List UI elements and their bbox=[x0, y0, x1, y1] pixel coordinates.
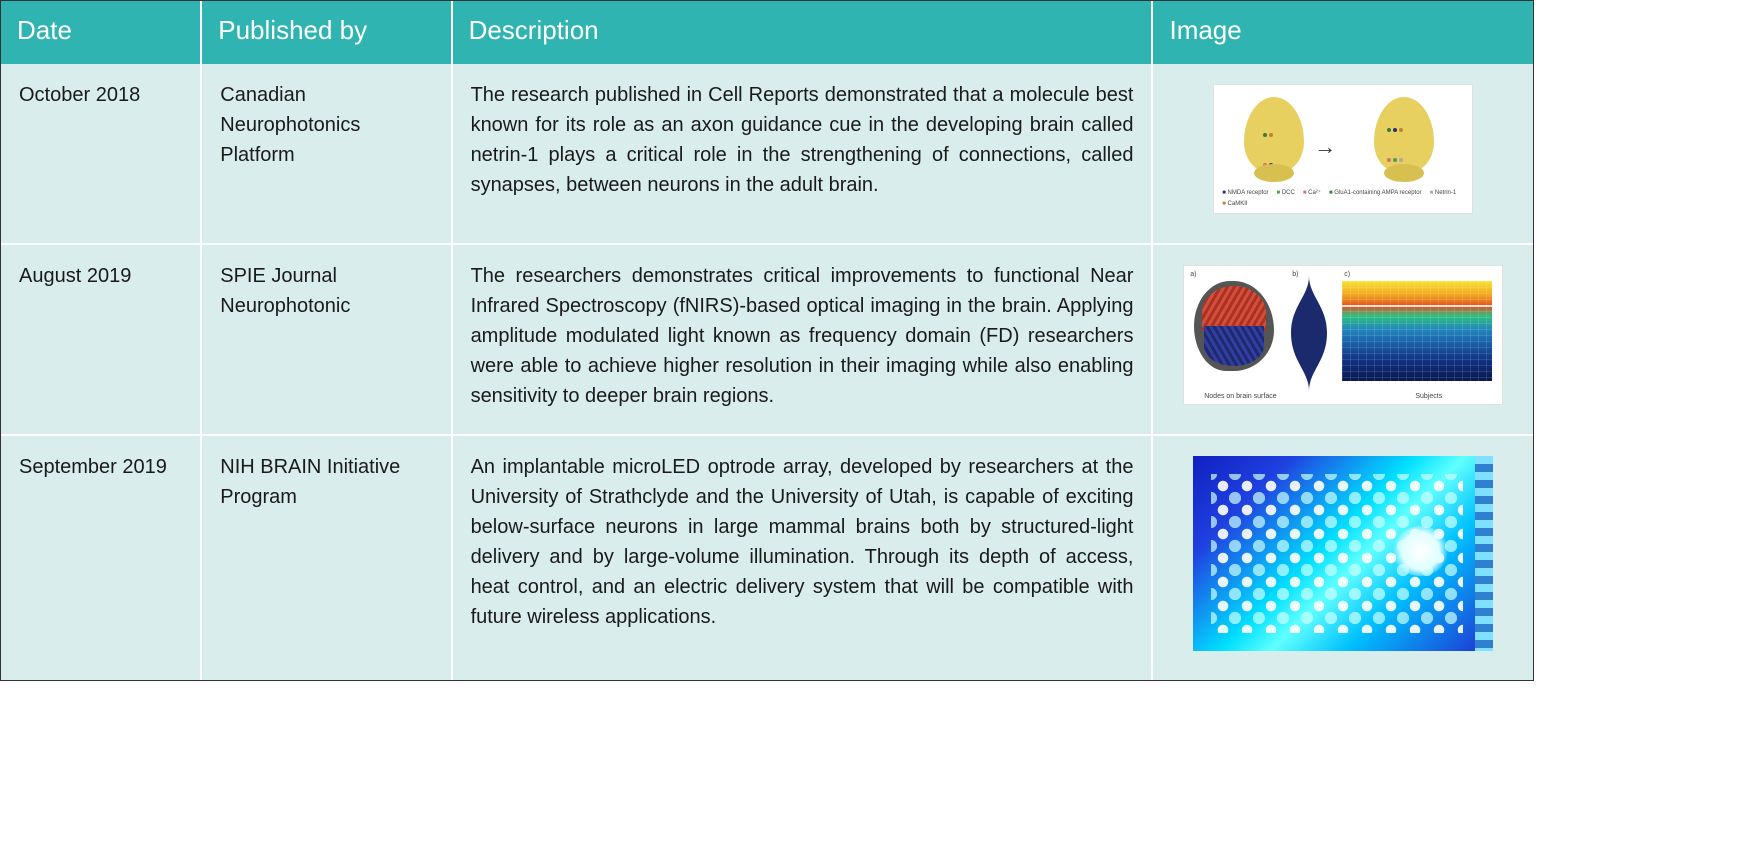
cell-date: October 2018 bbox=[1, 64, 201, 244]
table-row: September 2019 NIH BRAIN Initiative Prog… bbox=[1, 435, 1533, 680]
panel-label-a: a) bbox=[1190, 270, 1196, 281]
col-header-description: Description bbox=[452, 1, 1153, 64]
heatmap-icon bbox=[1342, 281, 1492, 381]
table-row: August 2019 SPIE Journal Neurophotonic T… bbox=[1, 244, 1533, 435]
research-table: Date Published by Description Image Octo… bbox=[0, 0, 1534, 681]
cell-description: The researchers demonstrates critical im… bbox=[452, 244, 1153, 435]
cell-image bbox=[1152, 435, 1533, 680]
cell-image: a) b) c) Nodes on brain surface Subjects bbox=[1152, 244, 1533, 435]
cell-published-by: SPIE Journal Neurophotonic bbox=[201, 244, 451, 435]
heatmap-xlabel: Subjects bbox=[1415, 392, 1442, 403]
brain-caption: Nodes on brain surface bbox=[1204, 392, 1276, 403]
panel-label-c: c) bbox=[1344, 270, 1350, 281]
cell-date: September 2019 bbox=[1, 435, 201, 680]
hotspot-icon bbox=[1393, 526, 1448, 576]
table-header-row: Date Published by Description Image bbox=[1, 1, 1533, 64]
synapse-legend: NMDA receptor DCC Ca²⁺ GluA1-containing … bbox=[1222, 189, 1464, 209]
arrow-icon: → bbox=[1314, 130, 1336, 163]
synapse-right-icon bbox=[1374, 97, 1434, 172]
cell-image: → NMDA receptor DCC Ca²⁺ GluA1-containin… bbox=[1152, 64, 1533, 244]
col-header-image: Image bbox=[1152, 1, 1533, 64]
cell-published-by: Canadian Neurophotonics Platform bbox=[201, 64, 451, 244]
table-row: October 2018 Canadian Neurophotonics Pla… bbox=[1, 64, 1533, 244]
cell-published-by: NIH BRAIN Initiative Program bbox=[201, 435, 451, 680]
cell-date: August 2019 bbox=[1, 244, 201, 435]
col-header-date: Date bbox=[1, 1, 201, 64]
synapse-diagram-image: → NMDA receptor DCC Ca²⁺ GluA1-containin… bbox=[1213, 84, 1473, 214]
brain-render-icon bbox=[1194, 281, 1284, 381]
microled-array-image bbox=[1193, 456, 1493, 651]
col-header-published-by: Published by bbox=[201, 1, 451, 64]
fnirs-brain-image: a) b) c) Nodes on brain surface Subjects bbox=[1183, 265, 1503, 405]
distribution-curve-icon bbox=[1289, 276, 1329, 391]
cell-description: The research published in Cell Reports d… bbox=[452, 64, 1153, 244]
synapse-left-icon bbox=[1244, 97, 1304, 172]
cell-description: An implantable microLED optrode array, d… bbox=[452, 435, 1153, 680]
